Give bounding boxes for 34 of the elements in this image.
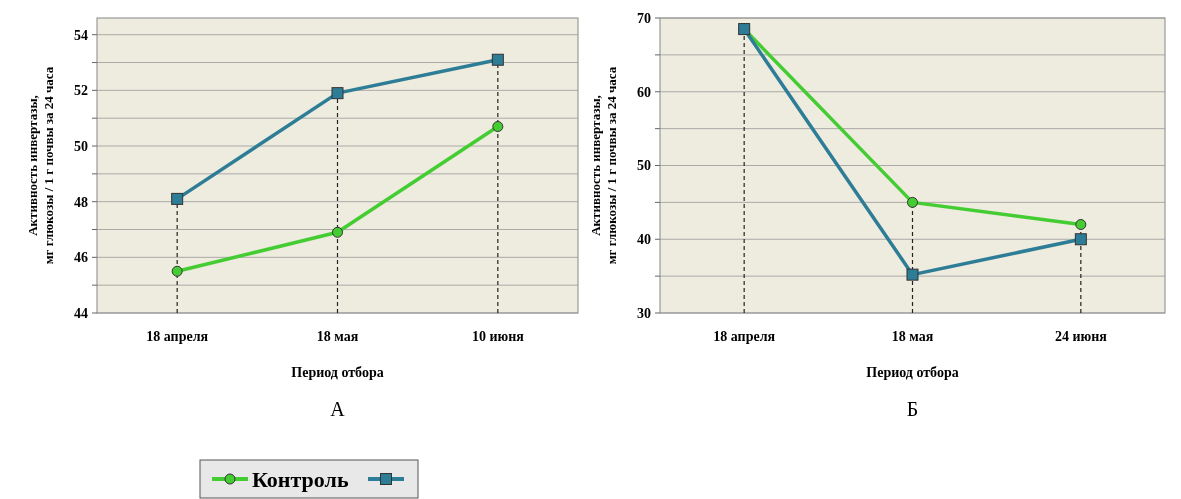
y-tick-label: 30 [637,305,651,321]
x-axis-title: Период отбора [866,365,959,380]
point [1074,233,1087,246]
x-tick-label: 18 мая [316,329,359,344]
point [491,53,504,66]
y-tick-label: 54 [74,27,88,43]
y-tick-label: 44 [74,305,88,321]
point [907,196,918,208]
y-tick-label: 46 [74,250,88,266]
point [171,265,183,277]
y-tick-label: 40 [637,232,651,248]
x-tick-label: 10 июня [471,329,525,344]
y-tick-label: 48 [74,194,88,210]
y-axis-title: Активность инвертазы, мг глюкозы / 1 г почвы за 24 часа [25,66,56,265]
y-tick-label: 70 [637,10,651,26]
x-axis-title: Период отбора [291,365,384,380]
x-tick-label: 24 июня [1054,329,1108,344]
x-tick-label: 18 мая [891,329,934,344]
x-tick-label: 18 апреля [146,329,209,344]
legend-label: Контроль [252,466,349,492]
point [332,226,343,238]
point [171,192,184,205]
point [906,268,919,281]
y-tick-label: 52 [74,83,88,99]
point [492,121,504,133]
y-tick-label: 60 [637,84,651,100]
y-tick-label: 50 [637,158,651,174]
x-tick-label: 18 апреля [713,329,776,344]
text: А [330,398,346,420]
y-tick-label: 50 [74,138,88,154]
y-axis-title: Активность инвертазы, мг глюкозы / 1 г почвы за 24 часа [588,66,619,265]
point [1075,219,1087,230]
point [331,87,344,100]
text: Б [906,398,919,420]
